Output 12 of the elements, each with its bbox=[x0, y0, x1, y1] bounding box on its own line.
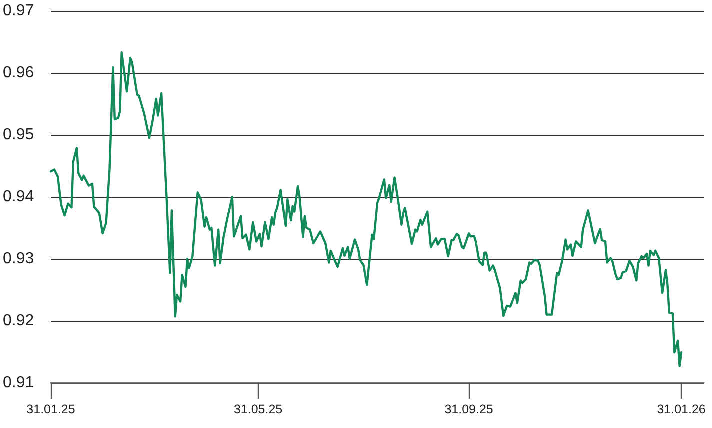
x-tick-label: 31.01.25 bbox=[26, 402, 76, 416]
x-tick-label: 31.09.25 bbox=[444, 402, 494, 416]
y-tick-label: 0.96 bbox=[3, 64, 34, 82]
line-series bbox=[50, 51, 683, 368]
y-tick-label: 0.97 bbox=[3, 2, 34, 20]
y-tick-label: 0.91 bbox=[3, 374, 34, 392]
y-tick-label: 0.92 bbox=[3, 312, 34, 330]
y-tick-label: 0.93 bbox=[3, 250, 34, 268]
y-tick-label: 0.94 bbox=[3, 188, 34, 206]
x-tick-label: 31.01.26 bbox=[657, 402, 706, 416]
x-tick-label: 31.05.25 bbox=[234, 402, 283, 416]
y-tick-label: 0.95 bbox=[3, 126, 34, 144]
